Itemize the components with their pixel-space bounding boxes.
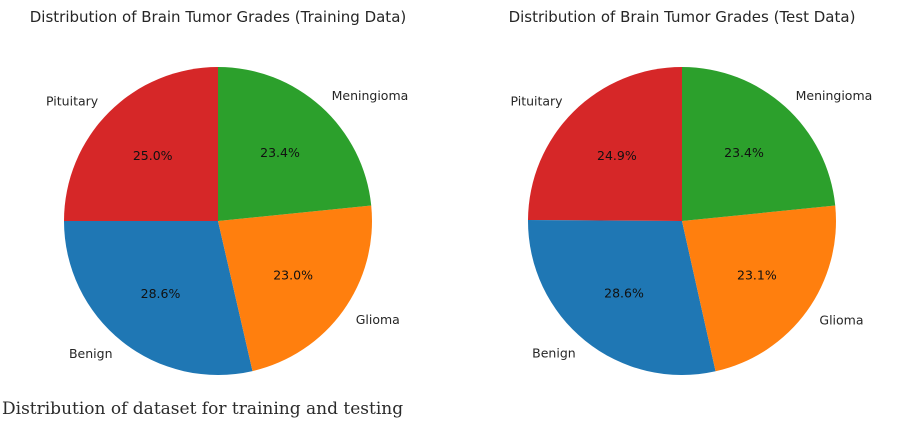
test-chart-title: Distribution of Brain Tumor Grades (Test… [509, 8, 856, 26]
test-slice-pituitary [528, 67, 682, 221]
training-chart-title: Distribution of Brain Tumor Grades (Trai… [30, 8, 407, 26]
training-percent-label-glioma: 23.0% [273, 267, 313, 282]
training-category-label-glioma: Glioma [356, 312, 400, 327]
test-pie-slices [527, 67, 836, 375]
training-slice-meningioma [218, 67, 372, 221]
training-pie-chart: Distribution of Brain Tumor Grades (Trai… [30, 8, 408, 376]
training-category-label-benign: Benign [69, 346, 113, 361]
test-slice-meningioma [682, 67, 836, 221]
test-percent-label-pituitary: 24.9% [597, 148, 637, 163]
test-category-label-benign: Benign [532, 345, 576, 360]
training-slice-benign [64, 221, 253, 376]
test-percent-label-meningioma: 23.4% [724, 145, 764, 160]
test-pie-chart: Distribution of Brain Tumor Grades (Test… [509, 8, 872, 375]
test-category-label-meningioma: Meningioma [796, 88, 873, 103]
training-pie-slices [64, 67, 372, 376]
training-percent-label-meningioma: 23.4% [260, 145, 300, 160]
test-category-label-glioma: Glioma [819, 313, 863, 328]
test-slice-glioma [682, 205, 836, 372]
training-percent-label-pituitary: 25.0% [133, 148, 173, 163]
training-percent-label-benign: 28.6% [141, 286, 181, 301]
test-slice-benign [527, 220, 716, 375]
training-category-label-pituitary: Pituitary [46, 94, 99, 109]
training-slice-glioma [218, 205, 372, 372]
training-pie-labels: 25.0% Pituitary 28.6% Benign 23.0% Glioma 23.4… [46, 88, 408, 361]
training-category-label-meningioma: Meningioma [332, 88, 409, 103]
training-slice-pituitary [64, 67, 218, 221]
test-category-label-pituitary: Pituitary [510, 93, 563, 108]
test-percent-label-benign: 28.6% [604, 285, 644, 300]
figure-caption: Distribution of dataset for training and… [2, 399, 404, 419]
pie-charts-figure: Distribution of Brain Tumor Grades (Trai… [30, 8, 872, 376]
test-pie-labels: 24.9% Pituitary 28.6% Benign 23.1% Glioma 23.4… [510, 88, 872, 361]
test-percent-label-glioma: 23.1% [737, 268, 777, 283]
